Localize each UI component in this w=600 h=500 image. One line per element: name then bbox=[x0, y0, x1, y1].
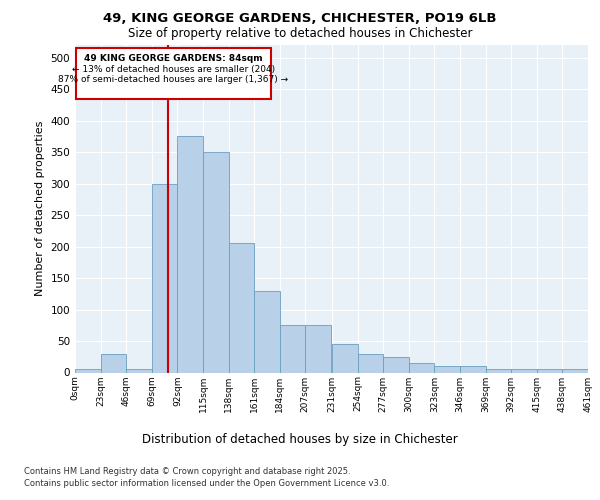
Text: Contains HM Land Registry data © Crown copyright and database right 2025.: Contains HM Land Registry data © Crown c… bbox=[24, 468, 350, 476]
Bar bbox=[75, 370, 101, 372]
Bar bbox=[383, 357, 409, 372]
Text: Distribution of detached houses by size in Chichester: Distribution of detached houses by size … bbox=[142, 432, 458, 446]
Bar bbox=[203, 152, 229, 372]
Bar bbox=[229, 244, 254, 372]
Bar bbox=[126, 370, 152, 372]
Bar bbox=[152, 184, 178, 372]
Y-axis label: Number of detached properties: Number of detached properties bbox=[35, 121, 45, 296]
Bar bbox=[358, 354, 383, 372]
Bar bbox=[332, 344, 358, 372]
Bar bbox=[280, 326, 305, 372]
Bar bbox=[178, 136, 203, 372]
Bar bbox=[511, 370, 537, 372]
Text: 49, KING GEORGE GARDENS, CHICHESTER, PO19 6LB: 49, KING GEORGE GARDENS, CHICHESTER, PO1… bbox=[103, 12, 497, 26]
Text: Contains public sector information licensed under the Open Government Licence v3: Contains public sector information licen… bbox=[24, 479, 389, 488]
Text: Size of property relative to detached houses in Chichester: Size of property relative to detached ho… bbox=[128, 28, 472, 40]
Bar bbox=[460, 366, 485, 372]
FancyBboxPatch shape bbox=[76, 48, 271, 98]
Bar bbox=[101, 354, 126, 372]
Text: ← 13% of detached houses are smaller (204): ← 13% of detached houses are smaller (20… bbox=[72, 64, 275, 74]
Bar bbox=[254, 290, 280, 372]
Bar bbox=[562, 370, 588, 372]
Bar bbox=[485, 370, 511, 372]
Bar bbox=[537, 370, 562, 372]
Text: 49 KING GEORGE GARDENS: 84sqm: 49 KING GEORGE GARDENS: 84sqm bbox=[84, 54, 263, 64]
Bar bbox=[409, 363, 434, 372]
Text: 87% of semi-detached houses are larger (1,367) →: 87% of semi-detached houses are larger (… bbox=[58, 74, 289, 84]
Bar bbox=[305, 326, 331, 372]
Bar bbox=[434, 366, 460, 372]
